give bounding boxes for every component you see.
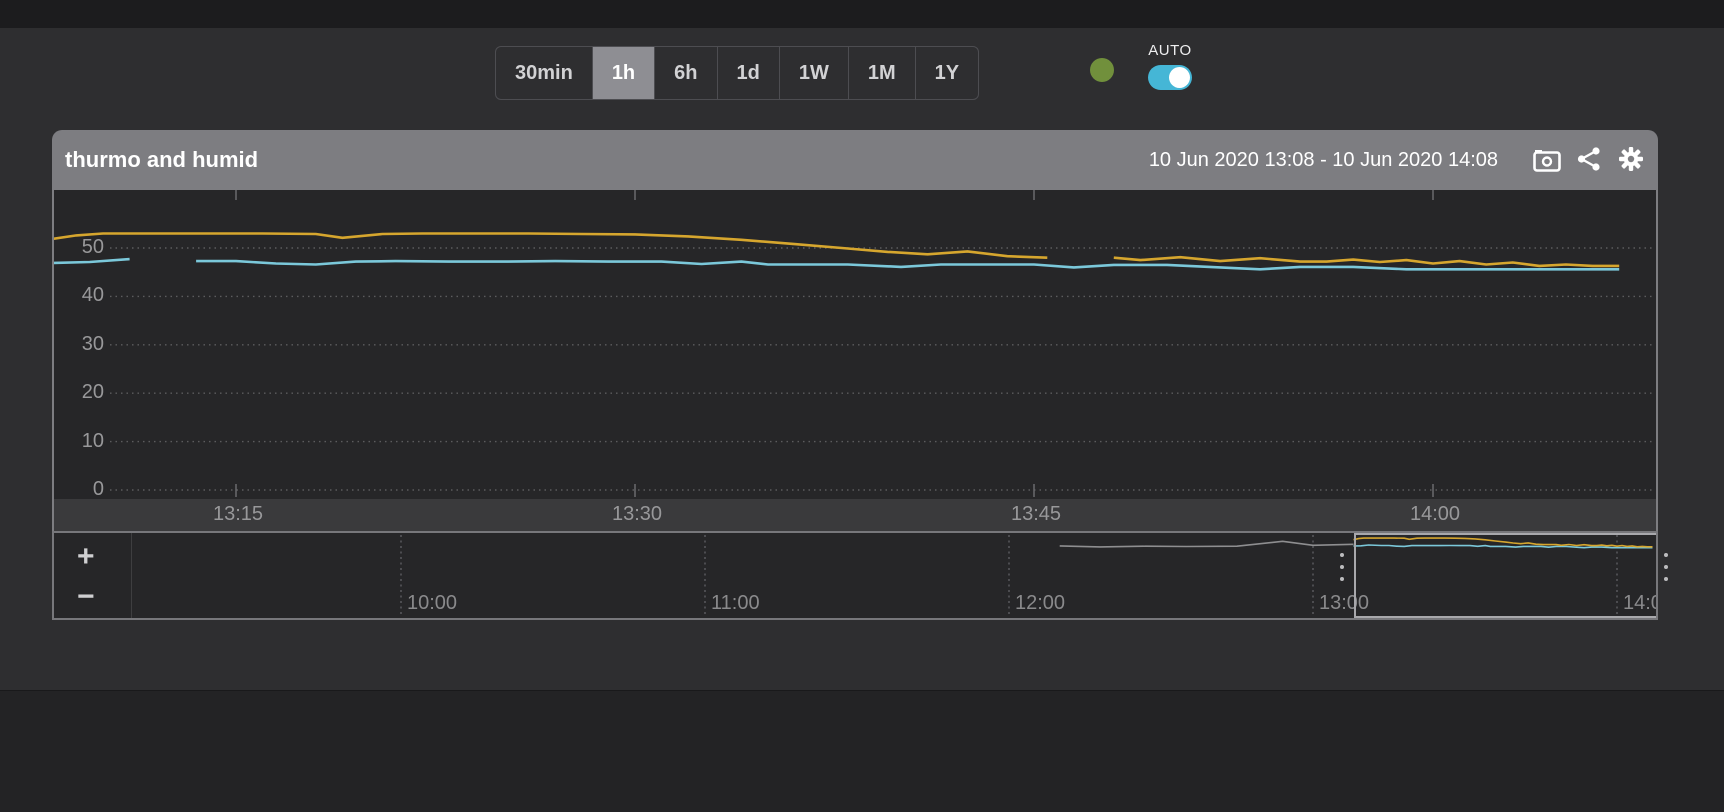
chart-canvas [54, 190, 1654, 497]
x-tick-1400: 14:00 [1409, 503, 1461, 525]
chart-panel-header: thurmo and humid 10 Jun 2020 13:08 - 10 … [52, 130, 1658, 190]
zoom-in-button[interactable]: + [71, 541, 97, 573]
top-strip [0, 0, 1724, 28]
preview-line-humid-out [1353, 537, 1653, 548]
selection-right-handle-icon[interactable] [1662, 553, 1670, 581]
auto-toggle[interactable] [1148, 65, 1192, 90]
y-tick-20: 20 [81, 381, 104, 404]
x-axis-band: 13:15 13:30 13:45 14:00 [52, 499, 1658, 531]
hour-label-14: 14:00 [1623, 592, 1656, 614]
range-button-1d[interactable]: 1d [716, 47, 779, 99]
timeline-navigator[interactable]: + − 10:00 11:00 12:00 13:00 14:00 [52, 531, 1658, 620]
y-tick-30: 30 [81, 332, 104, 355]
legend-section: humid humid-out temp temp-out [0, 690, 1724, 812]
y-tick-50: 50 [81, 236, 104, 258]
x-tick-1315: 13:15 [212, 503, 264, 525]
y-tick-40: 40 [81, 284, 104, 307]
hour-label-10: 10:00 [407, 592, 458, 614]
auto-label: AUTO [1148, 42, 1192, 59]
camera-icon [1533, 146, 1561, 175]
chart-title: thurmo and humid [65, 147, 259, 172]
snapshot-button[interactable] [1532, 145, 1562, 175]
y-tick-0: 0 [92, 478, 104, 500]
y-tick-10: 10 [81, 429, 104, 452]
time-range-group: 30min 1h 6h 1d 1W 1M 1Y [495, 46, 980, 100]
selection-left-handle-icon[interactable] [1338, 553, 1346, 581]
series-line-humid [196, 259, 1620, 271]
zoom-out-button[interactable]: − [71, 581, 97, 613]
series-line-humid-out [1113, 255, 1620, 268]
range-button-1y[interactable]: 1Y [914, 47, 978, 99]
toggle-knob [1169, 67, 1190, 88]
range-button-1h[interactable]: 1h [591, 47, 655, 99]
hour-label-11: 11:00 [711, 592, 760, 614]
share-icon [1576, 146, 1602, 175]
preview-line-humid [1353, 544, 1653, 549]
auto-toggle-group: AUTO [1138, 42, 1202, 90]
range-button-30min[interactable]: 30min [496, 47, 592, 99]
timeline-canvas [400, 535, 1653, 616]
range-button-1m[interactable]: 1M [847, 47, 915, 99]
share-button[interactable] [1574, 145, 1604, 175]
series-line-humid-out [54, 232, 1048, 259]
range-button-6h[interactable]: 6h [654, 47, 716, 99]
x-tick-1345: 13:45 [1010, 503, 1062, 525]
header-actions: 10 Jun 2020 13:08 - 10 Jun 2020 14:08 [1149, 145, 1646, 175]
x-tick-1330: 13:30 [611, 503, 663, 525]
hour-label-13: 13:00 [1319, 592, 1370, 614]
date-range-label: 10 Jun 2020 13:08 - 10 Jun 2020 14:08 [1148, 148, 1498, 171]
status-dot [1090, 58, 1114, 82]
selection-window[interactable] [1354, 533, 1656, 618]
hour-label-12: 12:00 [1015, 592, 1066, 614]
preview-line-dimmed [1059, 540, 1354, 548]
chart-plot[interactable]: 50 40 30 20 10 0 [52, 190, 1658, 500]
zoom-controls: + − [54, 533, 132, 618]
range-button-1w[interactable]: 1W [778, 47, 848, 99]
gear-icon [1617, 145, 1645, 176]
settings-button[interactable] [1616, 145, 1646, 175]
series-line-humid [54, 257, 130, 265]
